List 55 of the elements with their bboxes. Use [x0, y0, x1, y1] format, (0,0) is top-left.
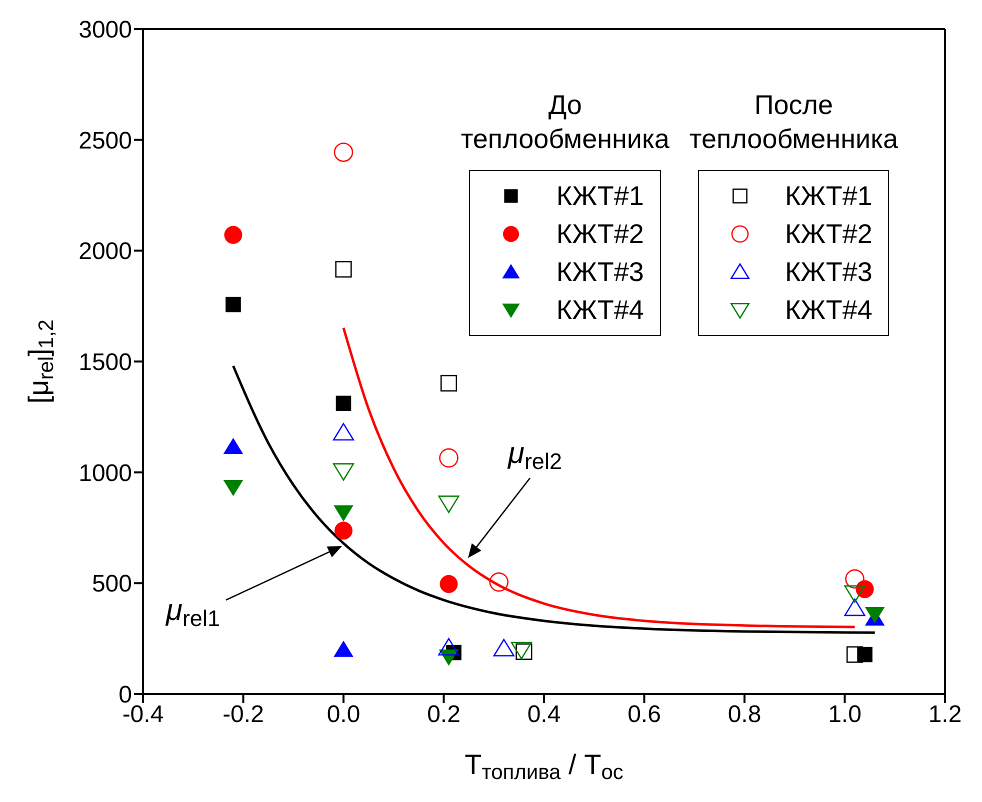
- point: [440, 575, 458, 594]
- point: [846, 646, 864, 663]
- point: [224, 226, 242, 244]
- point: [335, 260, 352, 278]
- line-series: [342, 326, 856, 628]
- point: [489, 572, 509, 592]
- legend-label: КЖТ#1: [784, 180, 872, 212]
- x-tick-label: 0.0: [326, 701, 360, 728]
- x-tick-label: 1.0: [828, 701, 862, 728]
- point: [334, 505, 354, 522]
- point: [332, 463, 354, 481]
- point: [334, 522, 352, 540]
- point: [845, 569, 864, 589]
- x-axis-title: T$_{топлива}$ / T$_{ос}$: [464, 749, 624, 784]
- point: [334, 640, 354, 657]
- y-tick-label: 3000: [78, 16, 132, 44]
- y-tick-label: 500: [92, 570, 132, 598]
- point: [336, 396, 352, 412]
- point: [223, 480, 244, 496]
- point: [439, 448, 458, 468]
- annotation: μ$_{rel2}$: [507, 437, 562, 474]
- point: [844, 585, 866, 603]
- x-tick-label: 0.2: [427, 701, 460, 728]
- y-tick-label: 1000: [78, 460, 132, 487]
- x-tick-label: 0.4: [527, 701, 561, 728]
- y-tick-label: 2500: [78, 127, 132, 154]
- x-tick-label: 0.6: [628, 701, 661, 728]
- point: [493, 638, 514, 656]
- x-tick-label: 0.8: [728, 701, 762, 728]
- x-tick-label: 1.2: [928, 701, 962, 728]
- line-series: [232, 364, 876, 634]
- y-tick-label: 0: [118, 682, 132, 709]
- point: [857, 646, 872, 662]
- point: [334, 142, 354, 162]
- legend-label: КЖТ#2: [556, 218, 644, 250]
- point: [510, 642, 532, 660]
- point: [438, 638, 460, 656]
- point: [332, 423, 354, 441]
- point: [223, 438, 244, 454]
- legend-label: КЖТ#3: [556, 256, 644, 288]
- y-tick-label: 2000: [78, 238, 132, 266]
- point: [438, 496, 460, 514]
- annotation: После теплообменника: [689, 89, 898, 156]
- x-tick-label: -0.2: [222, 701, 264, 728]
- legend-label: КЖТ#4: [784, 294, 872, 326]
- point: [226, 296, 241, 312]
- annotation: μ$_{rel1}$: [165, 594, 220, 631]
- legend-label: КЖТ#3: [784, 256, 872, 288]
- point: [844, 598, 866, 616]
- y-tick-label: 1500: [78, 349, 132, 376]
- legend-label: КЖТ#1: [556, 180, 644, 212]
- legend-label: КЖТ#2: [784, 218, 872, 250]
- legend-label: КЖТ#4: [556, 294, 644, 326]
- annotation: До теплообменника: [460, 89, 670, 156]
- point: [440, 374, 458, 392]
